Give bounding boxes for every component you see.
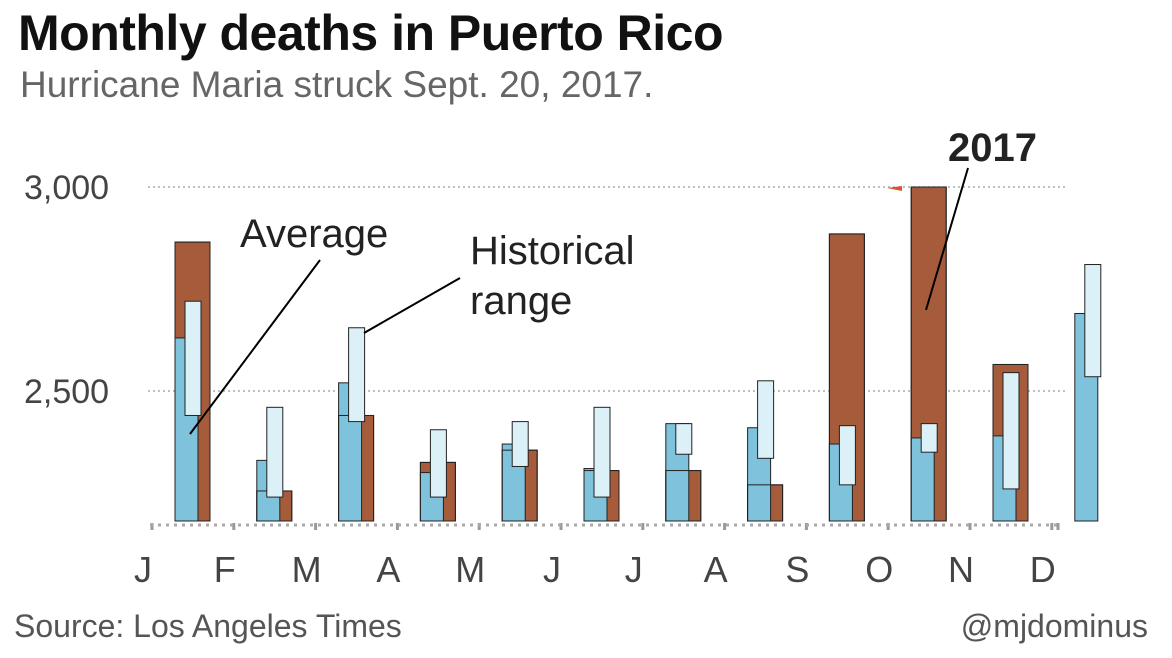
- historical-range-box: [266, 406, 284, 498]
- historical-range-box: [511, 421, 529, 467]
- bars: [174, 186, 1102, 522]
- y-tick-label: 3,000: [24, 169, 109, 207]
- annotations: Average Historical range 2017: [189, 126, 1037, 435]
- historical-range-box: [675, 423, 693, 455]
- historical-range-box: [429, 429, 447, 498]
- credit-handle: @mjdominus: [960, 608, 1148, 644]
- gridlines: 3,000 2,500: [24, 169, 1065, 411]
- historical-range-box: [348, 327, 366, 423]
- leader-line-average: [189, 259, 321, 435]
- historical-range-box: [1002, 372, 1020, 490]
- source-note: Source: Los Angeles Times: [14, 608, 402, 644]
- leader-line-historical-range: [363, 277, 461, 334]
- bar-2017-outline: [828, 233, 865, 522]
- x-tick-label: M: [455, 549, 485, 590]
- chart-subtitle: Hurricane Maria struck Sept. 20, 2017.: [20, 64, 654, 105]
- x-tick-label: D: [1030, 549, 1056, 590]
- x-tick-label: J: [134, 549, 152, 590]
- historical-range-box: [757, 380, 775, 459]
- leader-line-2017: [925, 167, 969, 311]
- bar-2017-outline: [747, 484, 784, 522]
- x-tick-label: M: [292, 549, 322, 590]
- annotation-2017: 2017: [948, 126, 1037, 170]
- historical-range-box: [1084, 264, 1102, 378]
- annotation-average: Average: [240, 212, 388, 256]
- bar-2017-outline: [910, 186, 947, 522]
- historical-range-box: [920, 423, 938, 453]
- annotation-historical-range-line2: range: [470, 279, 572, 323]
- bar-2017-outline: [992, 363, 1029, 522]
- x-tick-label: S: [785, 549, 809, 590]
- x-tick-label: A: [704, 549, 728, 590]
- x-tick-label: J: [625, 549, 643, 590]
- historical-range-box: [184, 300, 202, 416]
- historical-range-box: [593, 406, 611, 498]
- x-tick-label: A: [376, 549, 400, 590]
- x-tick-label: N: [948, 549, 974, 590]
- x-tick-label: O: [865, 549, 893, 590]
- peak-marker: [887, 186, 902, 191]
- annotation-historical-range-line1: Historical: [470, 229, 634, 273]
- historical-range-box: [838, 425, 856, 486]
- y-tick-label: 2,500: [24, 373, 109, 411]
- chart-title: Monthly deaths in Puerto Rico: [18, 5, 723, 61]
- bar-chart: 3,000 2,500 J F M A M J J A S O N D Average Historica…: [24, 126, 1102, 590]
- x-tick-label: J: [543, 549, 561, 590]
- x-tick-label: F: [214, 549, 236, 590]
- bar-2017-outline: [665, 470, 702, 522]
- bar-2017-outline: [174, 241, 211, 522]
